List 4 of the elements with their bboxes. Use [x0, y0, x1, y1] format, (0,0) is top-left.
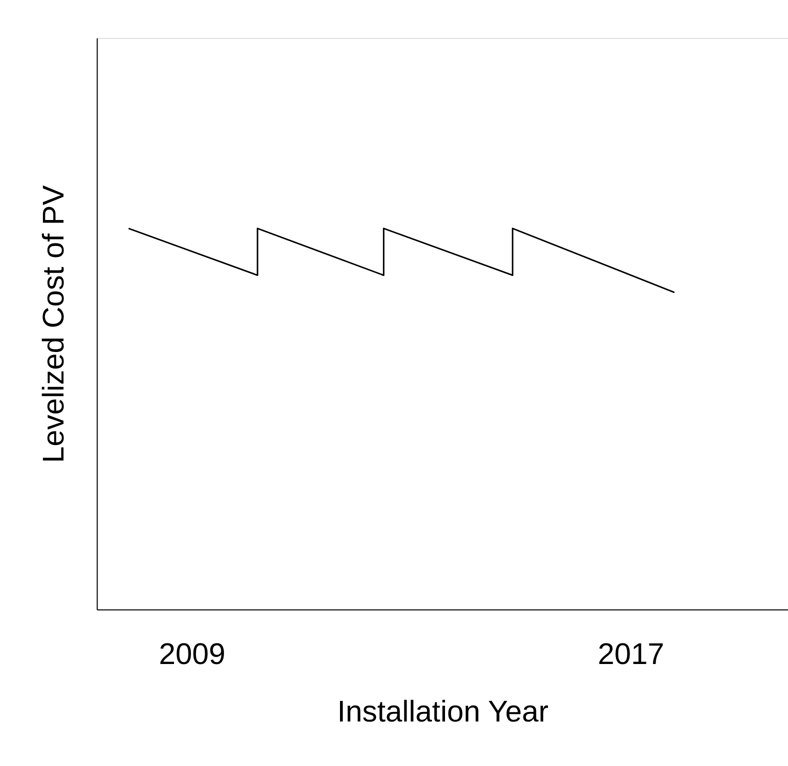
x-axis-title: Installation Year: [337, 696, 548, 729]
x-tick-label: 2009: [158, 638, 226, 671]
y-axis-title: Levelized Cost of PV: [37, 185, 70, 463]
x-tick-label: 2017: [598, 638, 664, 671]
